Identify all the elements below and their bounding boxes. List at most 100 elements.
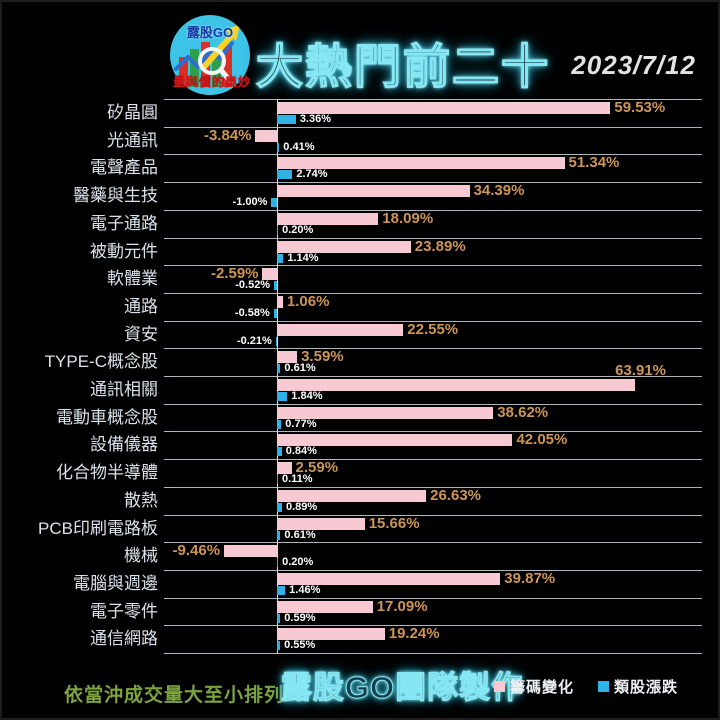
chip-change-value: 18.09%	[382, 209, 434, 227]
sector-change-value: 0.84%	[285, 445, 317, 458]
chart-row: 電動車概念股 38.62% 0.77%	[2, 403, 702, 432]
chip-change-value: 59.53%	[614, 99, 666, 116]
sector-change-bar	[277, 115, 296, 124]
sector-change-value: 0.11%	[282, 473, 313, 486]
row-separator-line	[164, 597, 702, 599]
chip-change-value: 51.34%	[568, 154, 620, 172]
row-separator-line	[164, 265, 702, 267]
sector-change-value: 1.46%	[289, 583, 321, 596]
category-label: 通信網路	[90, 629, 158, 649]
chip-change-bar	[277, 572, 501, 585]
sector-change-bar	[277, 558, 279, 568]
category-label: 軟體業	[107, 269, 158, 289]
row-separator-line	[164, 348, 702, 350]
sector-change-value: -0.58%	[234, 306, 270, 319]
chart-row: TYPE-C概念股 3.59% 0.61%	[2, 348, 702, 376]
credit-text: 露股GO團隊製作	[280, 670, 524, 706]
chip-change-bar	[277, 379, 635, 391]
sector-change-value: 0.77%	[285, 417, 317, 430]
chart-row: 醫藥與生技 34.39% -1.00%	[2, 182, 702, 210]
chip-change-value: 63.91%	[615, 362, 666, 379]
chip-change-bar	[277, 240, 411, 253]
chip-change-bar	[277, 600, 373, 613]
row-separator-line	[164, 209, 702, 211]
sector-change-value: 0.61%	[284, 362, 316, 375]
chart-row: 通訊相關 63.91% 1.84%	[2, 363, 702, 404]
chart-row: 矽晶圓 59.53% 3.36%	[2, 99, 702, 127]
brand-logo: 露股GO 量與價的奧妙	[158, 13, 266, 97]
chip-change-value: 1.06%	[286, 292, 330, 310]
sector-change-value: 2.74%	[296, 168, 328, 181]
sector-change-bar	[277, 530, 281, 540]
chip-change-bar	[277, 212, 379, 225]
chart-row: 通信網路 19.24% 0.55%	[2, 625, 702, 653]
sector-change-value: 0.20%	[282, 556, 314, 569]
sector-change-bar	[277, 475, 278, 485]
chart-row: 散熱 26.63% 0.89%	[2, 486, 702, 515]
chip-change-value: -2.59%	[210, 265, 259, 283]
chip-change-value: 23.89%	[414, 237, 466, 255]
legend-label: 類股漲跌	[614, 679, 679, 696]
chart-row: 資安 22.55% -0.21%	[2, 320, 702, 349]
sector-change-bar	[277, 392, 288, 401]
category-label: 電聲產品	[90, 158, 158, 178]
logo-tagline-text: 量與價的奧妙	[172, 75, 251, 89]
category-label: 設備儀器	[90, 435, 158, 455]
row-separator-line	[164, 625, 702, 627]
row-separator-line	[164, 542, 702, 544]
chart-row: 電子通路 18.09% 0.20%	[2, 209, 702, 238]
sector-change-bar	[277, 613, 281, 623]
chip-change-bar	[277, 323, 404, 336]
page-title: 大熱門前二十	[255, 39, 550, 94]
sector-change-value: 3.36%	[299, 113, 332, 125]
chip-change-value: 42.05%	[516, 431, 568, 449]
chart-row: 化合物半導體 2.59% 0.11%	[2, 459, 702, 487]
chip-change-value: 19.24%	[388, 625, 440, 643]
sector-change-bar	[277, 142, 280, 152]
chip-change-bar	[277, 628, 385, 641]
chart-row: 電子零件 17.09% 0.59%	[2, 597, 702, 626]
category-label: 資安	[124, 324, 158, 344]
chip-change-bar	[277, 102, 611, 114]
category-label: 通訊相關	[90, 380, 158, 399]
row-separator-line	[164, 376, 702, 377]
chart-row: 機械 -9.46% 0.20%	[2, 542, 702, 570]
chip-change-value: 34.39%	[473, 182, 525, 200]
sort-note: 依當沖成交量大至小排列	[64, 685, 285, 706]
sector-change-bar	[273, 308, 277, 318]
blue-swatch-icon	[598, 681, 610, 692]
sector-change-value: -0.21%	[236, 334, 272, 347]
chart-row: 電聲產品 51.34% 2.74%	[2, 154, 702, 182]
sector-change-bar	[274, 281, 277, 291]
sector-change-value: 0.55%	[284, 639, 316, 652]
category-label: 電動車概念股	[56, 407, 158, 427]
chip-change-value: 2.59%	[295, 459, 339, 477]
category-label: 通路	[124, 296, 158, 316]
chip-change-value: 3.59%	[301, 348, 344, 366]
category-label: 電子零件	[90, 601, 158, 621]
chart-row: 光通訊 -3.84% 0.41%	[2, 126, 702, 155]
sector-change-bar	[271, 198, 277, 208]
chip-change-value: 15.66%	[368, 514, 420, 532]
sector-change-value: 0.20%	[282, 223, 314, 236]
chip-change-bar	[277, 517, 365, 530]
sector-change-bar	[277, 447, 282, 457]
chart-row: 通路 1.06% -0.58%	[2, 292, 702, 321]
category-label: 散熱	[124, 490, 158, 510]
sector-change-value: 0.59%	[284, 611, 316, 624]
sector-change-bar	[277, 225, 279, 235]
row-separator-line	[164, 320, 702, 322]
row-separator-line	[164, 237, 702, 239]
legend-label: 籌碼變化	[510, 679, 575, 696]
chart-row: 軟體業 -2.59% -0.52%	[2, 265, 702, 293]
chart-row: 設備儀器 42.05% 0.84%	[2, 431, 702, 459]
chip-change-bar	[277, 295, 283, 308]
bar-chart-magnifier-arrow-icon	[174, 25, 240, 87]
chip-change-bar	[255, 129, 277, 142]
chip-change-bar	[277, 185, 470, 198]
row-separator-line	[164, 569, 702, 571]
category-label: 電腦與週邊	[73, 573, 158, 593]
category-label: 醫藥與生技	[73, 186, 158, 206]
category-label: 矽晶圓	[107, 103, 158, 122]
